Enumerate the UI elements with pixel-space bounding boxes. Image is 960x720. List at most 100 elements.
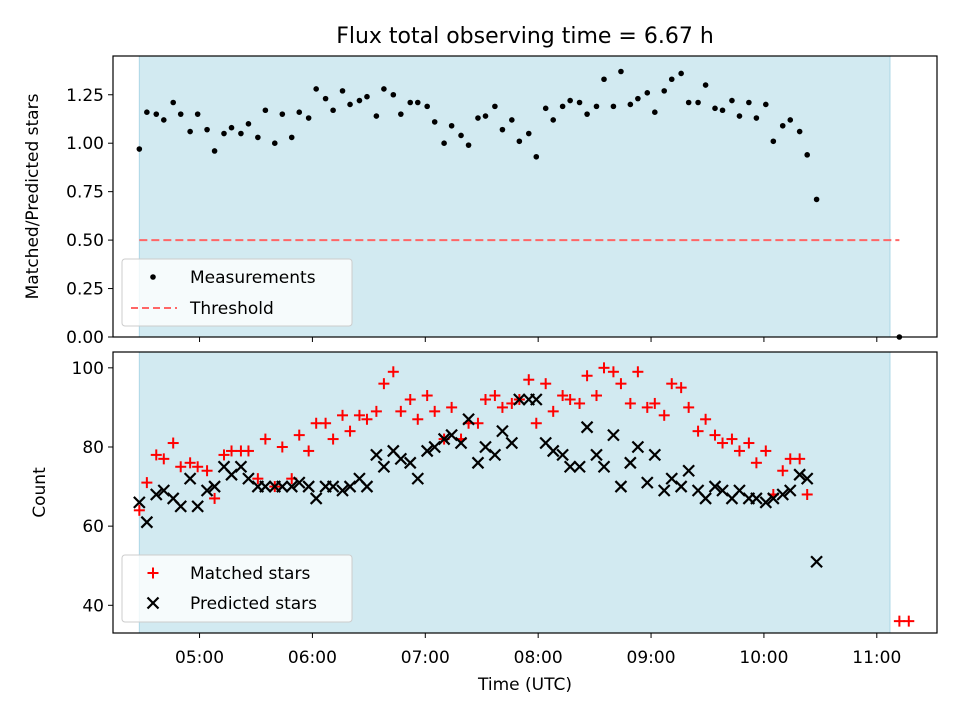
predicted-star-point bbox=[505, 436, 519, 450]
measurement-point bbox=[322, 95, 329, 102]
measurement-point bbox=[627, 101, 634, 108]
predicted-star-point bbox=[377, 460, 391, 474]
measurement-point bbox=[492, 103, 498, 110]
measurement-point bbox=[347, 101, 353, 108]
predicted-star-point bbox=[708, 480, 722, 493]
matched-star-point bbox=[361, 413, 373, 425]
predicted-star-point bbox=[556, 448, 569, 462]
measurement-point bbox=[584, 111, 590, 117]
top-y-tick-label: 0.50 bbox=[66, 231, 104, 251]
measurement-point bbox=[305, 115, 312, 121]
x-tick-label: 07:00 bbox=[401, 648, 450, 668]
measurement-point bbox=[288, 134, 295, 141]
measurement-point bbox=[204, 126, 210, 133]
matched-star-point bbox=[590, 390, 602, 402]
measurement-point bbox=[238, 130, 244, 137]
matched-star-point bbox=[242, 445, 254, 457]
predicted-star-point bbox=[648, 448, 662, 462]
matched-star-point bbox=[150, 449, 162, 461]
measurement-point bbox=[177, 111, 184, 117]
measurement-point bbox=[618, 68, 624, 75]
predicted-star-point bbox=[403, 456, 417, 470]
x-tick-label: 06:00 bbox=[288, 648, 337, 668]
predicted-star-point bbox=[302, 480, 315, 493]
predicted-star-point bbox=[174, 500, 188, 513]
measurement-point bbox=[516, 138, 523, 145]
matched-star-point bbox=[496, 401, 508, 413]
predicted-star-point bbox=[488, 448, 502, 462]
predicted-star-point bbox=[336, 484, 349, 497]
matched-star-point bbox=[226, 445, 238, 457]
matched-star-point bbox=[777, 465, 789, 477]
measurement-point bbox=[296, 109, 303, 115]
matched-star-point bbox=[378, 378, 390, 390]
measurement-point bbox=[271, 140, 278, 147]
top-y-axis-label: Matched/Predicted stars bbox=[23, 93, 43, 299]
matched-star-point bbox=[581, 370, 593, 382]
matched-star-point bbox=[252, 473, 264, 485]
predicted-star-point bbox=[259, 480, 272, 493]
measurement-point bbox=[262, 107, 269, 114]
matched-star-point bbox=[615, 378, 627, 390]
legend-plus-glyph bbox=[147, 567, 159, 579]
measurement-point bbox=[813, 196, 820, 203]
top-y-tick-label: 0.00 bbox=[66, 328, 104, 348]
measurement-point bbox=[373, 113, 380, 119]
matched-star-point bbox=[692, 425, 704, 437]
measurement-point bbox=[635, 95, 641, 102]
measurement-point bbox=[567, 97, 573, 104]
matched-star-point bbox=[479, 393, 491, 405]
predicted-star-point bbox=[699, 492, 712, 505]
measurement-point bbox=[509, 117, 515, 123]
legend-measurements-label: Measurements bbox=[190, 268, 316, 288]
predicted-star-point bbox=[234, 460, 248, 474]
x-tick-label: 11:00 bbox=[852, 648, 901, 668]
matched-star-point bbox=[472, 417, 484, 429]
measurement-point bbox=[194, 111, 201, 117]
bottom-legend: Matched stars Predicted stars bbox=[121, 554, 353, 623]
measurement-point bbox=[661, 88, 668, 94]
matched-star-point bbox=[903, 615, 915, 627]
measurement-point bbox=[668, 76, 675, 83]
measurement-point bbox=[702, 82, 709, 88]
predicted-star-point bbox=[573, 460, 586, 474]
x-tick-label: 09:00 bbox=[627, 648, 676, 668]
measurement-point bbox=[753, 115, 760, 121]
measurement-point bbox=[499, 126, 506, 133]
measurement-point bbox=[211, 148, 218, 154]
top-y-tick-label: 0.25 bbox=[66, 280, 104, 300]
predicted-star-point bbox=[624, 456, 637, 470]
legend-predicted-label: Predicted stars bbox=[190, 594, 317, 614]
matched-star-point bbox=[760, 445, 772, 457]
measurement-point bbox=[685, 99, 692, 106]
measurement-point bbox=[533, 153, 540, 160]
measurement-point bbox=[153, 111, 160, 117]
predicted-star-point bbox=[191, 500, 204, 513]
predicted-star-point bbox=[471, 456, 485, 470]
top-points bbox=[136, 68, 903, 340]
x-tick-label: 10:00 bbox=[739, 648, 788, 668]
matched-star-point bbox=[547, 405, 559, 417]
matched-star-point bbox=[167, 437, 179, 449]
matched-star-point bbox=[184, 457, 196, 469]
predicted-star-point bbox=[546, 444, 560, 458]
matched-star-point bbox=[675, 382, 687, 394]
predicted-star-point bbox=[309, 492, 323, 505]
measurement-point bbox=[339, 88, 346, 94]
top-x-ticks bbox=[199, 337, 878, 342]
bottom-y-tick-label: 40 bbox=[82, 596, 104, 616]
matched-star-point bbox=[175, 461, 187, 473]
measurement-point bbox=[475, 115, 481, 121]
top-axes-frame bbox=[112, 55, 938, 338]
matched-star-point bbox=[320, 417, 332, 429]
predicted-star-point bbox=[641, 476, 654, 489]
measurement-point bbox=[601, 76, 607, 83]
measurement-point bbox=[770, 138, 777, 145]
matched-star-point bbox=[709, 429, 721, 441]
predicted-star-point bbox=[437, 432, 451, 446]
predicted-star-point bbox=[590, 448, 603, 462]
matched-star-point bbox=[700, 413, 712, 425]
measurement-point bbox=[458, 132, 464, 139]
matched-star-point bbox=[658, 409, 670, 421]
